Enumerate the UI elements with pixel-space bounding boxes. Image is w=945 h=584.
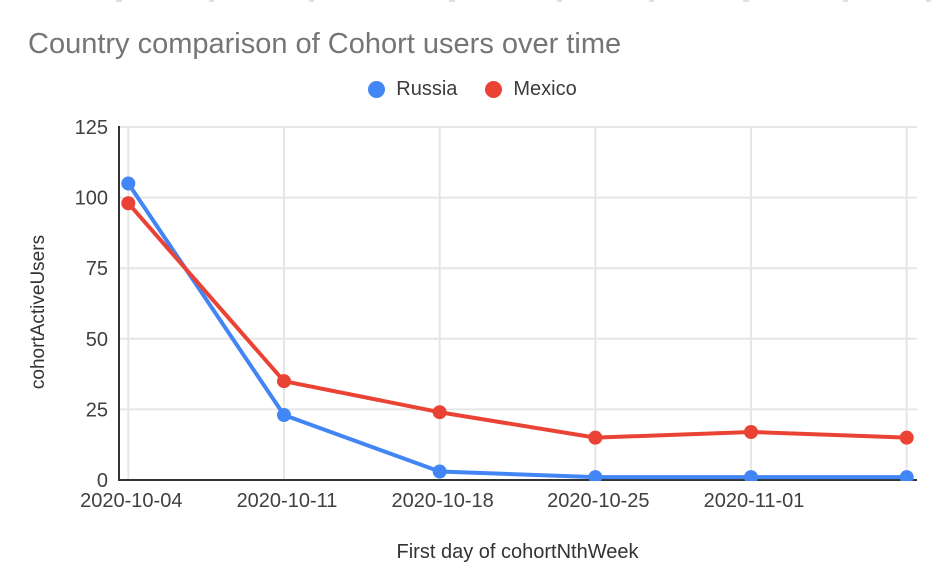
legend-label-mexico: Mexico	[513, 77, 577, 100]
chart-legend: Russia Mexico	[0, 77, 945, 101]
legend-dot-russia	[368, 80, 386, 98]
x-tick-label-1: 2020-10-11	[237, 490, 338, 512]
data-point-russia-0[interactable]	[121, 176, 136, 191]
y-tick-label-125: 125	[75, 117, 108, 139]
x-tick-label-0: 2020-10-04	[80, 490, 182, 512]
y-tick-label-75: 75	[86, 258, 108, 280]
data-point-russia-4[interactable]	[744, 470, 759, 484]
legend-label-russia: Russia	[396, 77, 458, 100]
y-tick-label-0: 0	[97, 470, 108, 492]
series-line-mexico[interactable]	[126, 201, 907, 440]
data-point-mexico-3[interactable]	[588, 430, 603, 445]
y-tick-label-25: 25	[86, 399, 108, 421]
legend-dot-mexico	[485, 80, 503, 98]
data-point-mexico-2[interactable]	[432, 405, 447, 420]
data-point-russia-2[interactable]	[432, 464, 447, 479]
plot-area[interactable]: 0 25 50 75 100 125 2020-10-04 2020-10-11 2020-10…	[0, 0, 945, 530]
data-point-mexico-1[interactable]	[276, 374, 291, 389]
data-point-russia-3[interactable]	[588, 470, 603, 484]
x-tick-label-4: 2020-11-01	[704, 490, 805, 512]
x-tick-label-3: 2020-10-25	[547, 490, 649, 512]
x-axis-title: First day of cohortNthWeek	[396, 541, 639, 563]
data-point-russia-1[interactable]	[276, 408, 291, 423]
series-mexico[interactable]	[121, 196, 914, 445]
series-russia[interactable]	[121, 176, 914, 484]
series-line-russia[interactable]	[126, 182, 907, 480]
data-point-mexico-5[interactable]	[899, 430, 914, 445]
x-tick-label-2: 2020-10-18	[392, 490, 494, 512]
chart-title: Country comparison of Cohort users over …	[28, 28, 622, 60]
y-tick-label-50: 50	[86, 329, 108, 351]
legend-item-russia[interactable]: Russia	[368, 78, 457, 101]
data-point-russia-5[interactable]	[899, 470, 914, 484]
y-tick-label-100: 100	[75, 188, 108, 210]
data-point-mexico-4[interactable]	[744, 424, 759, 439]
legend-item-mexico[interactable]: Mexico	[485, 77, 577, 101]
data-point-mexico-0[interactable]	[121, 196, 136, 211]
